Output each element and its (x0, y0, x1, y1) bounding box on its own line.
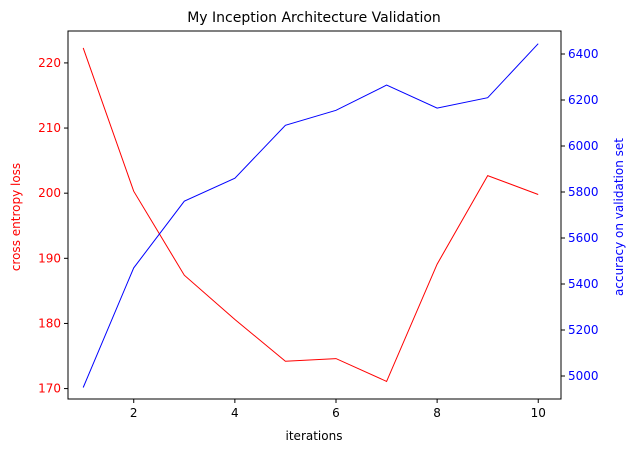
chart-title: My Inception Architecture Validation (187, 10, 441, 26)
right-y-tick-label: 5800 (568, 185, 599, 199)
x-tick-label: 4 (231, 406, 239, 420)
left-y-tick-label: 220 (38, 56, 61, 70)
right-y-tick-label: 5000 (568, 369, 599, 383)
plot-frame (67, 30, 562, 400)
plot-area: 2 4 6 8 10 170 180 190 200 210 220 5000 5200 5400 5600… (38, 30, 599, 420)
x-axis-label: iterations (286, 429, 343, 443)
left-y-axis-label: cross entropy loss (9, 163, 23, 271)
right-y-tick-label: 5200 (568, 323, 599, 337)
series-line-loss (82, 47, 539, 383)
right-y-axis-label: accuracy on validation set (612, 138, 626, 296)
x-tick-label: 10 (531, 406, 546, 420)
right-y-tick-label: 6200 (568, 93, 599, 107)
right-y-tick-label: 6000 (568, 139, 599, 153)
left-y-tick-label: 200 (38, 186, 61, 200)
x-tick-label: 6 (332, 406, 340, 420)
left-y-tick-label: 190 (38, 251, 61, 265)
left-y-tick-label: 180 (38, 316, 61, 330)
right-y-tick-label: 5600 (568, 231, 599, 245)
x-tick-label: 8 (433, 406, 441, 420)
left-y-tick-label: 210 (38, 121, 61, 135)
series-line-accuracy (82, 43, 539, 388)
left-y-tick-label: 170 (38, 382, 61, 396)
x-tick-label: 2 (130, 406, 138, 420)
right-y-tick-label: 6400 (568, 47, 599, 61)
right-y-tick-label: 5400 (568, 277, 599, 291)
